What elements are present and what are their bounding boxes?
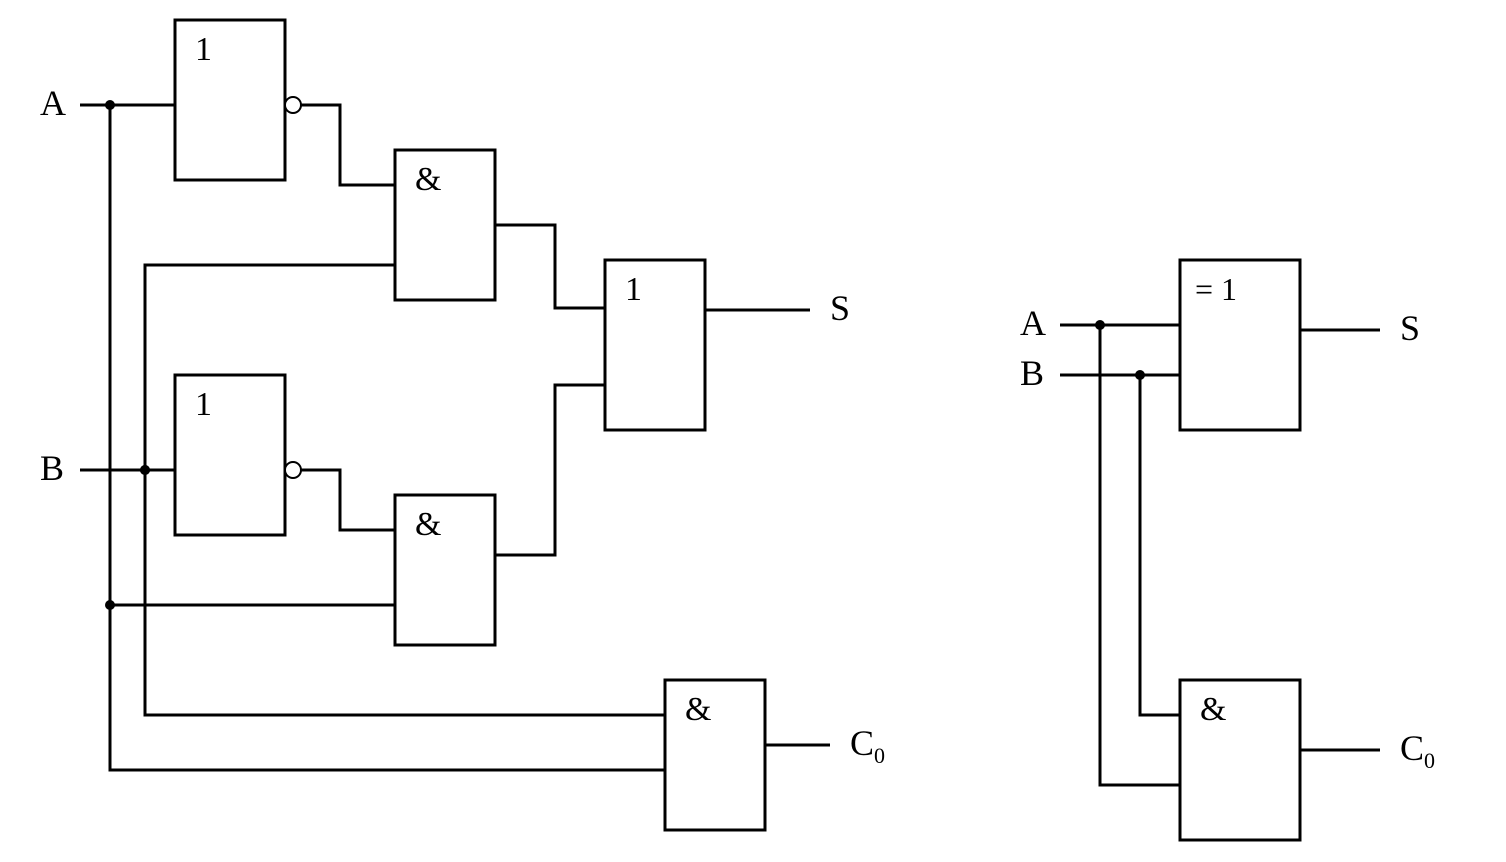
- label-input-b-right: B: [1020, 353, 1044, 393]
- label-input-b-left: B: [40, 448, 64, 488]
- label-output-c0-left: C0: [850, 723, 885, 768]
- gate-not-bottom-bubble: [285, 462, 301, 478]
- wire-andtop-to-or: [495, 225, 605, 308]
- gate-and-carry: [665, 680, 765, 830]
- wire-notB-to-andbot: [301, 470, 395, 530]
- gate-not-bottom-symbol: 1: [195, 386, 212, 423]
- gate-and-right-symbol: &: [1200, 691, 1226, 728]
- gate-and-top: [395, 150, 495, 300]
- gate-not-top-bubble: [285, 97, 301, 113]
- gate-not-bottom: [175, 375, 285, 535]
- gate-and-top-symbol: &: [415, 161, 441, 198]
- gate-and-bottom-symbol: &: [415, 506, 441, 543]
- gate-or-symbol: 1: [625, 271, 642, 308]
- wire-notA-to-andtop: [301, 105, 395, 185]
- gate-and-carry-symbol: &: [685, 691, 711, 728]
- label-input-a-left: A: [40, 83, 66, 123]
- wire-b-right-to-and: [1140, 375, 1180, 715]
- gate-xor-symbol: = 1: [1195, 271, 1237, 307]
- gate-or: [605, 260, 705, 430]
- gate-not-top-symbol: 1: [195, 31, 212, 68]
- gate-not-top: [175, 20, 285, 180]
- label-output-s-right: S: [1400, 308, 1420, 348]
- gate-and-bottom: [395, 495, 495, 645]
- label-output-s-left: S: [830, 288, 850, 328]
- gate-and-right: [1180, 680, 1300, 840]
- wire-andbot-to-or: [495, 385, 605, 555]
- wire-a-to-carry: [110, 605, 665, 770]
- logic-diagram: 1 1 & & 1 & A B S C0 = 1 &: [0, 0, 1506, 862]
- label-input-a-right: A: [1020, 303, 1046, 343]
- label-output-c0-right: C0: [1400, 728, 1435, 773]
